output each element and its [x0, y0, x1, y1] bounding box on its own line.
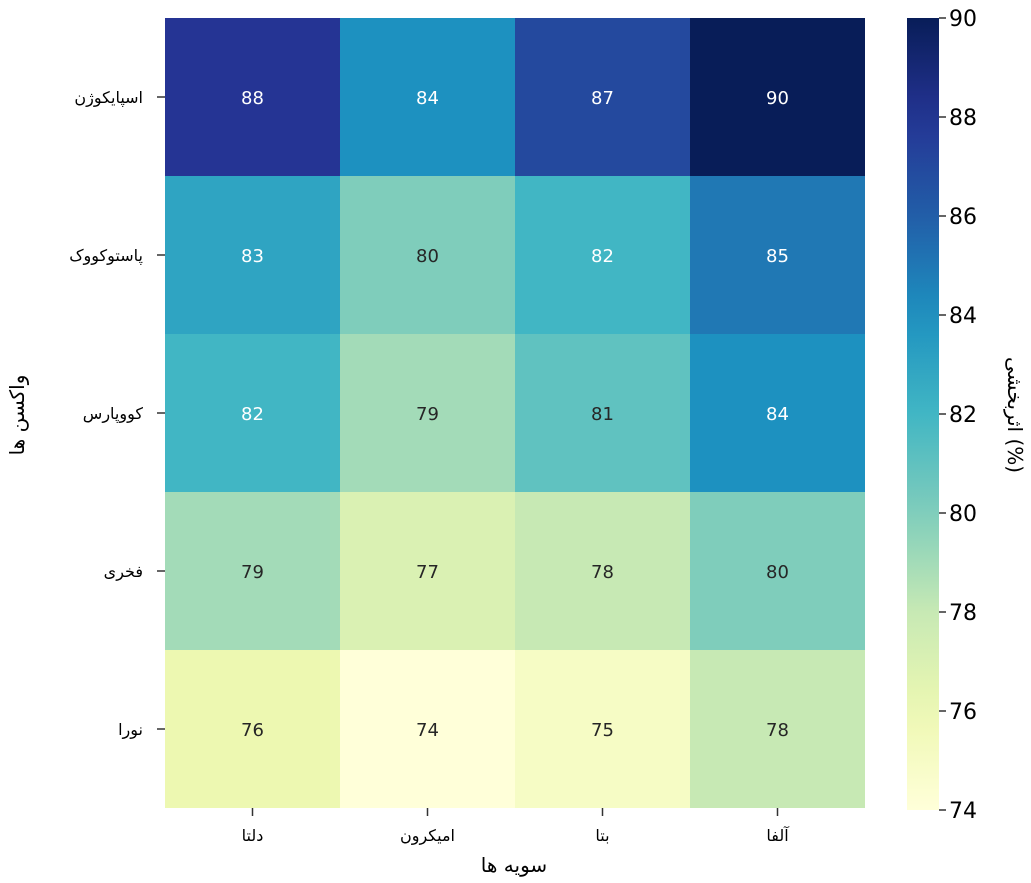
- colorbar-tick-label: 78: [949, 601, 977, 626]
- heatmap-cell: [515, 334, 690, 492]
- cell-value-label: 82: [591, 246, 614, 267]
- x-axis-title: سویه ها: [481, 853, 547, 877]
- heatmap-cell: [340, 176, 515, 334]
- cell-value-label: 79: [241, 562, 264, 583]
- colorbar-tick-label: 86: [949, 205, 977, 230]
- y-tick-label: فخری: [104, 562, 143, 582]
- heatmap-cell: [165, 18, 340, 176]
- heatmap-cell: [690, 492, 865, 650]
- x-axis: دلتا امیکرون بتا آلفا: [242, 808, 790, 846]
- cell-value-label: 82: [241, 404, 264, 425]
- heatmap-cell: [165, 334, 340, 492]
- heatmap-cell: [340, 492, 515, 650]
- colorbar-tick-label: 82: [949, 403, 977, 428]
- cell-value-label: 88: [241, 88, 264, 109]
- cell-value-label: 90: [766, 88, 789, 109]
- heatmap-cell: [690, 176, 865, 334]
- y-tick-label: پاستوکووک: [69, 246, 143, 266]
- heatmap-cell: [165, 176, 340, 334]
- heatmap-cell: [340, 18, 515, 176]
- x-tick-label: دلتا: [242, 826, 264, 845]
- heatmap-cell: [515, 18, 690, 176]
- colorbar-tick-label: 84: [949, 304, 977, 329]
- cell-value-label: 80: [766, 562, 789, 583]
- y-tick-label: نورا: [118, 720, 143, 740]
- cell-value-label: 74: [416, 720, 439, 741]
- cell-value-label: 81: [591, 404, 614, 425]
- heatmap-cells: 88 84 87 90 83 80 82 85 82 79 81 84 79 77 78 80 76 74 75 78: [165, 18, 865, 808]
- colorbar: 74 76 78 80 82 84 86 88 90: [907, 7, 977, 824]
- y-axis: اسپایکوژن پاستوکووک کووپارس فخری نورا: [69, 88, 165, 740]
- heatmap-cell: [690, 334, 865, 492]
- heatmap-cell: [340, 650, 515, 808]
- heatmap-cell: [690, 18, 865, 176]
- heatmap-cell: [340, 334, 515, 492]
- colorbar-title: اثربخشی (%): [1003, 357, 1027, 473]
- colorbar-tick-label: 80: [949, 502, 977, 527]
- heatmap-cell: [165, 492, 340, 650]
- cell-value-label: 85: [766, 246, 789, 267]
- y-axis-title: واکسن ها: [5, 375, 29, 456]
- cell-value-label: 78: [766, 720, 789, 741]
- y-tick-label: کووپارس: [83, 404, 144, 424]
- cell-value-label: 77: [416, 562, 439, 583]
- x-tick-label: بتا: [595, 826, 609, 845]
- heatmap-cell: [515, 492, 690, 650]
- heatmap-cell: [515, 650, 690, 808]
- colorbar-tick-label: 76: [949, 700, 977, 725]
- y-tick-label: اسپایکوژن: [74, 88, 143, 108]
- heatmap-cell: [165, 650, 340, 808]
- heatmap-cell: [690, 650, 865, 808]
- cell-value-label: 84: [416, 88, 439, 109]
- heatmap-cell: [515, 176, 690, 334]
- cell-value-label: 76: [241, 720, 264, 741]
- cell-value-label: 84: [766, 404, 789, 425]
- cell-value-label: 87: [591, 88, 614, 109]
- x-tick-label: امیکرون: [400, 826, 455, 846]
- colorbar-tick-label: 74: [949, 799, 977, 824]
- colorbar-tick-label: 90: [949, 7, 977, 32]
- colorbar-gradient: [907, 18, 939, 810]
- cell-value-label: 79: [416, 404, 439, 425]
- colorbar-tick-label: 88: [949, 106, 977, 131]
- x-tick-label: آلفا: [766, 826, 790, 845]
- cell-value-label: 80: [416, 246, 439, 267]
- cell-value-label: 83: [241, 246, 264, 267]
- cell-value-label: 78: [591, 562, 614, 583]
- cell-value-label: 75: [591, 720, 614, 741]
